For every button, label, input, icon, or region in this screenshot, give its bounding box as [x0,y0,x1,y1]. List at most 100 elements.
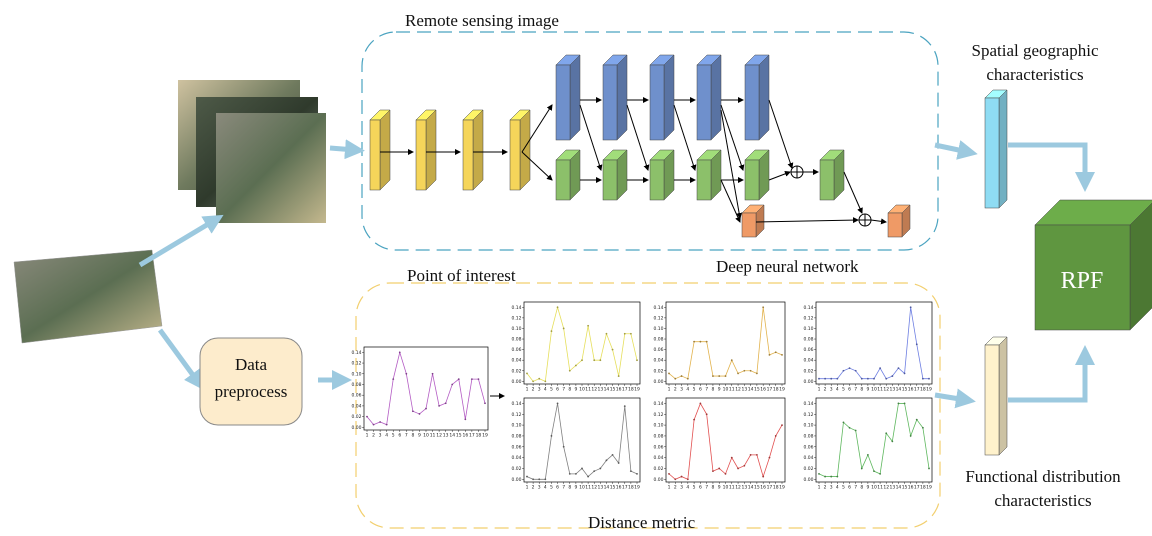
series-point [674,378,676,380]
cuboid-front [745,65,759,140]
cuboid [697,150,721,200]
cuboid-front [603,65,617,140]
x-tick-label: 17 [914,485,920,491]
series-point [587,325,589,327]
series-point [681,375,683,377]
y-tick-label: 0.08 [653,337,663,343]
cuboid-side [426,110,436,190]
series-point [824,378,826,380]
x-tick-label: 15 [456,433,462,439]
y-tick-label: 0.14 [511,305,521,311]
x-tick-label: 15 [610,387,616,393]
series-point [928,468,930,470]
series-point [569,370,571,372]
x-tick-label: 5 [550,387,553,393]
x-tick-label: 4 [686,387,689,393]
x-tick-label: 10 [723,387,729,393]
series-point [551,435,553,437]
aerial-images [14,80,326,343]
x-tick-label: 11 [729,485,735,491]
y-tick-label: 0.14 [511,401,521,407]
y-tick-label: 0.06 [653,444,663,450]
series-point [563,328,565,330]
series-point [544,380,546,382]
distance-label: Distance metric [588,513,696,532]
x-tick-label: 16 [760,485,766,491]
y-tick-label: 0.04 [653,455,663,461]
series-point [824,476,826,478]
x-tick-label: 14 [604,485,610,491]
series-point [699,403,701,405]
series-point [599,359,601,361]
y-tick-label: 0.02 [653,368,663,374]
x-tick-label: 2 [532,387,535,393]
x-tick-label: 9 [866,485,869,491]
y-tick-label: 0.12 [511,412,521,418]
cuboid-front [985,98,999,208]
x-tick-label: 3 [538,387,541,393]
spatial-label: Spatial geographic [972,41,1099,60]
series-point [873,470,875,472]
series-point [668,373,670,375]
x-tick-label: 1 [668,485,671,491]
series-point [731,359,733,361]
series-point [879,473,881,475]
series-point [693,419,695,421]
cuboid-side [664,55,674,140]
y-tick-label: 0.14 [803,305,813,311]
y-tick-label: 0.00 [351,425,361,431]
x-tick-label: 13 [741,485,747,491]
cuboid [556,55,580,140]
x-tick-label: 5 [842,485,845,491]
x-tick-label: 10 [871,387,877,393]
series-point [471,378,473,380]
y-tick-label: 0.12 [803,315,813,321]
series-point [769,457,771,459]
cuboid-front [985,345,999,455]
series-point [743,370,745,372]
y-tick-label: 0.00 [653,477,663,483]
x-tick-label: 5 [693,387,696,393]
x-tick-label: 7 [705,387,708,393]
cuboid-front [742,213,756,237]
series-point [849,427,851,429]
y-tick-label: 0.04 [803,455,813,461]
series-point [830,476,832,478]
plot-frame [364,347,488,430]
series-point [891,375,893,377]
x-tick-label: 2 [532,485,535,491]
series-point [618,375,620,377]
series-point [775,351,777,353]
series-point [630,333,632,335]
mini-plot: 0.000.020.040.060.080.100.120.1412345678… [511,302,640,393]
y-tick-label: 0.14 [351,350,361,356]
series-point [756,454,758,456]
cuboid [985,337,1007,455]
rpf-label: RPF [1061,268,1104,294]
series-point [612,349,614,351]
x-tick-label: 17 [622,387,628,393]
y-tick-label: 0.12 [351,361,361,367]
x-tick-label: 8 [568,485,571,491]
arrow [844,172,862,213]
y-tick-label: 0.08 [653,433,663,439]
cuboid-front [697,160,711,200]
x-tick-label: 17 [914,387,920,393]
x-tick-label: 19 [926,387,932,393]
plot-frame [666,302,785,384]
series-point [775,435,777,437]
series-point [405,373,407,375]
x-tick-label: 8 [712,387,715,393]
cuboid [650,150,674,200]
x-tick-label: 4 [836,387,839,393]
series-point [636,359,638,361]
cuboid-side [570,55,580,140]
x-tick-label: 2 [674,485,677,491]
y-tick-label: 0.02 [803,466,813,472]
x-tick-label: 14 [896,387,902,393]
series-point [624,333,626,335]
series-point [928,378,930,380]
series-point [575,473,577,475]
y-tick-label: 0.02 [511,466,521,472]
functional-label: Functional distribution [965,467,1121,486]
